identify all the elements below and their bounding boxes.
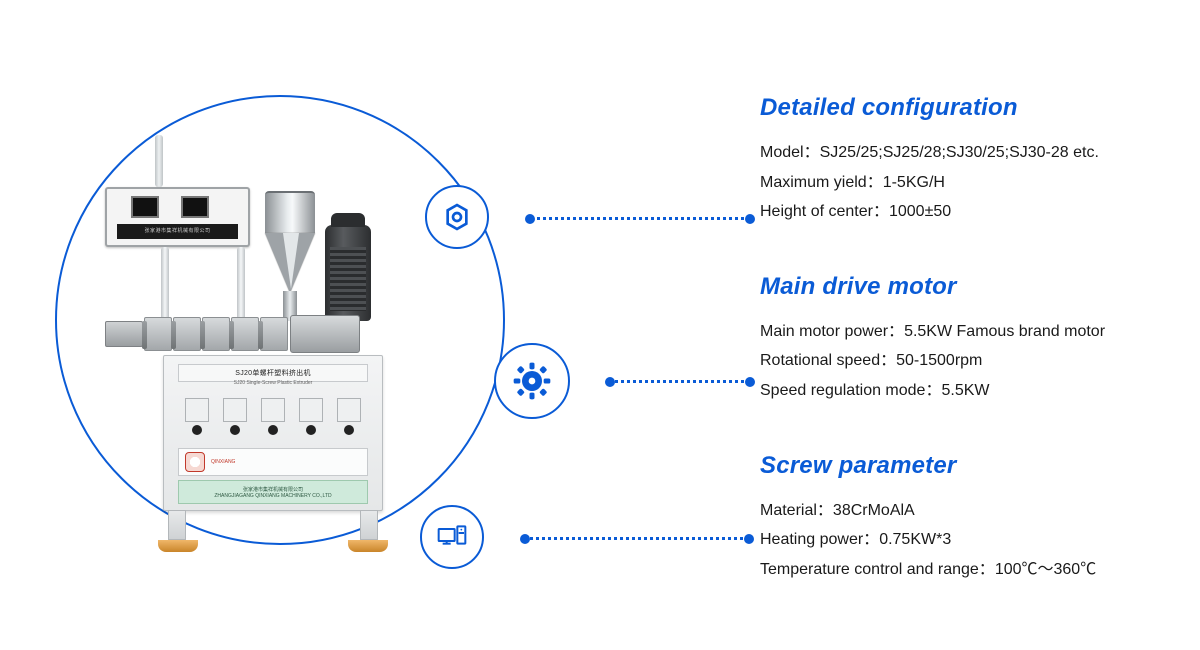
connector-line [525,537,749,540]
spec-group-config: Detailed configuration Model：SJ25/25;SJ2… [760,94,1190,227]
brand-name: QINXIANG [211,459,235,465]
cabinet-subtitle: SJ20 Single-Screw Plastic Extruder [178,380,368,386]
extruder-machine: 张家港市集祥机械有限公司 SJ20单螺杆塑料挤出机 SJ20 Single-Sc… [105,135,455,535]
specs-panel: Detailed configuration Model：SJ25/25;SJ2… [760,94,1190,630]
config-icon [425,185,489,249]
spec-line: Material：38CrMoAlA [760,496,1190,526]
spec-line: Height of center：1000±50 [760,197,1190,227]
spec-line: Model：SJ25/25;SJ25/28;SJ30/25;SJ30-28 et… [760,138,1190,168]
spec-line: Speed regulation mode：5.5KW [760,376,1190,406]
machine-cabinet: SJ20单螺杆塑料挤出机 SJ20 Single-Screw Plastic E… [163,355,383,511]
product-visual: 张家港市集祥机械有限公司 SJ20单螺杆塑料挤出机 SJ20 Single-Sc… [20,55,520,585]
control-box-label: 张家港市集祥机械有限公司 [117,224,238,239]
spec-line: Maximum yield：1-5KG/H [760,168,1190,198]
machine-barrel [105,317,375,351]
spec-title: Detailed configuration [760,94,1190,122]
spec-line: Heating power：0.75KW*3 [760,525,1190,555]
spec-title: Main drive motor [760,273,1190,301]
connector-line [610,380,750,383]
brand-badge-icon [185,452,205,472]
gear-icon [494,343,570,419]
machine-motor [325,225,371,321]
connector-line [530,217,750,220]
spec-line: Rotational speed：50-1500rpm [760,346,1190,376]
spec-group-motor: Main drive motor Main motor power：5.5KW … [760,273,1190,406]
machine-hopper [265,191,315,233]
spec-group-screw: Screw parameter Material：38CrMoAlA Heati… [760,452,1190,585]
machine-control-box: 张家港市集祥机械有限公司 [105,187,250,247]
spec-line: Main motor power：5.5KW Famous brand moto… [760,317,1190,347]
spec-line: Temperature control and range：100℃～360℃ [760,555,1190,585]
computer-icon [420,505,484,569]
spec-title: Screw parameter [760,452,1190,480]
cabinet-footer: 张家港市集祥机械有限公司 ZHANGJIAGANG QINXIANG MACHI… [178,480,368,504]
